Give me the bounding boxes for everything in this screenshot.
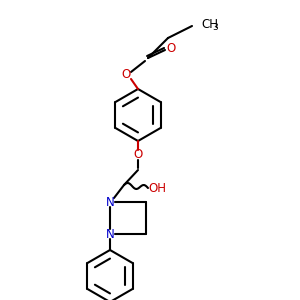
Text: N: N: [106, 227, 114, 241]
Text: O: O: [122, 68, 130, 82]
Text: OH: OH: [148, 182, 166, 196]
Text: N: N: [106, 196, 114, 208]
Text: 3: 3: [212, 23, 218, 32]
Text: O: O: [167, 43, 176, 56]
Text: O: O: [134, 148, 142, 161]
Text: CH: CH: [201, 17, 218, 31]
